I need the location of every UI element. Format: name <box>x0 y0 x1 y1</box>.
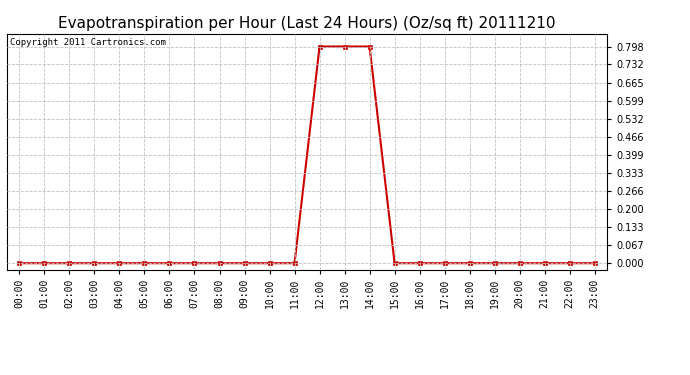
Title: Evapotranspiration per Hour (Last 24 Hours) (Oz/sq ft) 20111210: Evapotranspiration per Hour (Last 24 Hou… <box>58 16 556 31</box>
Text: Copyright 2011 Cartronics.com: Copyright 2011 Cartronics.com <box>10 39 166 48</box>
